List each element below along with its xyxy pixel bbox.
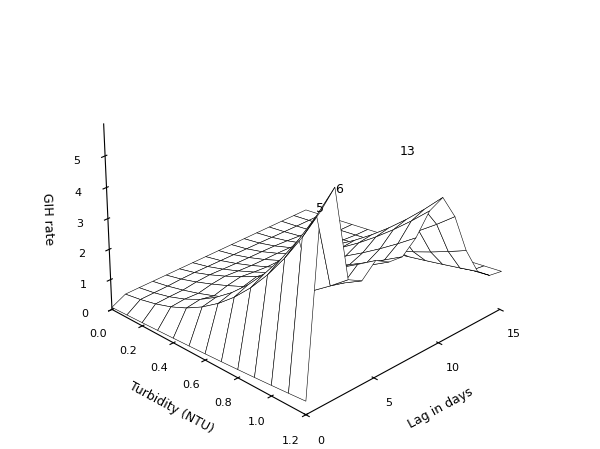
Y-axis label: Turbidity (NTU): Turbidity (NTU): [127, 380, 215, 436]
X-axis label: Lag in days: Lag in days: [406, 385, 475, 431]
